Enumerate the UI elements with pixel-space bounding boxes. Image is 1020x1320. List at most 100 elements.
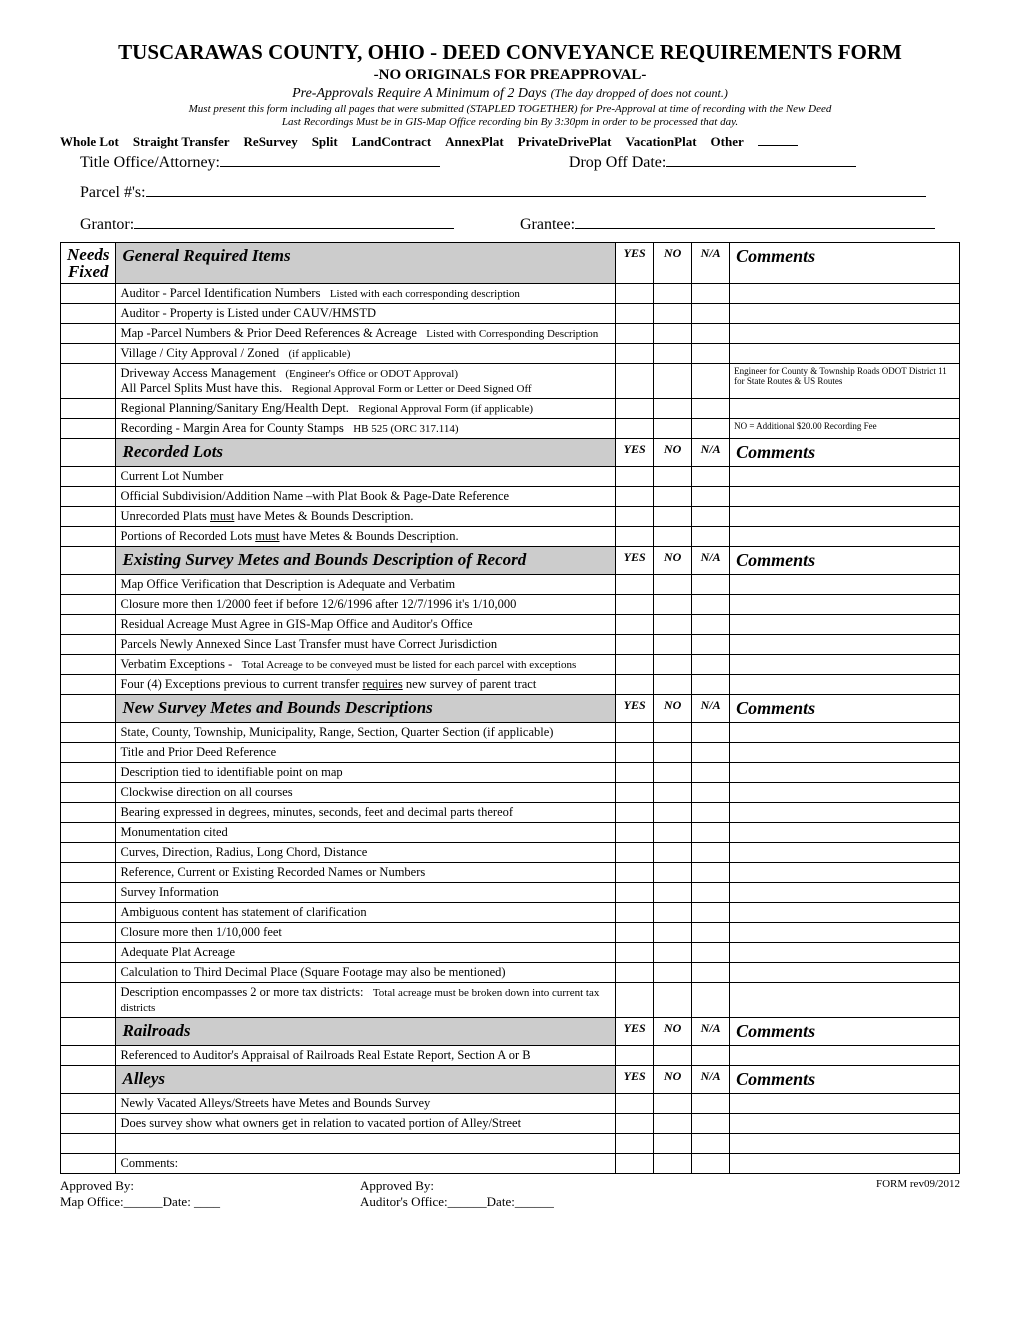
na-cell[interactable] bbox=[692, 364, 730, 399]
comments-cell[interactable] bbox=[730, 1114, 960, 1134]
yes-cell[interactable] bbox=[616, 943, 654, 963]
needs-fixed-cell[interactable] bbox=[61, 903, 116, 923]
comments-cell[interactable] bbox=[730, 843, 960, 863]
dropoff-input[interactable] bbox=[666, 166, 856, 167]
parcel-input[interactable] bbox=[146, 196, 926, 197]
comments-cell[interactable] bbox=[730, 399, 960, 419]
na-cell[interactable] bbox=[692, 763, 730, 783]
comments-cell[interactable] bbox=[730, 983, 960, 1018]
na-cell[interactable] bbox=[692, 419, 730, 439]
needs-fixed-cell[interactable] bbox=[61, 823, 116, 843]
yes-cell[interactable] bbox=[616, 903, 654, 923]
yes-cell[interactable] bbox=[616, 1114, 654, 1134]
comments-cell[interactable] bbox=[730, 635, 960, 655]
yes-cell[interactable] bbox=[616, 467, 654, 487]
na-cell[interactable] bbox=[692, 923, 730, 943]
needs-fixed-cell[interactable] bbox=[61, 575, 116, 595]
auditor-office-sig[interactable]: Auditor's Office:______Date:______ bbox=[360, 1194, 660, 1210]
na-cell[interactable] bbox=[692, 903, 730, 923]
comments-cell[interactable]: NO = Additional $20.00 Recording Fee bbox=[730, 419, 960, 439]
comments-cell[interactable] bbox=[730, 783, 960, 803]
yes-cell[interactable] bbox=[616, 344, 654, 364]
needs-fixed-cell[interactable] bbox=[61, 595, 116, 615]
na-cell[interactable] bbox=[692, 1114, 730, 1134]
comments-cell[interactable] bbox=[730, 823, 960, 843]
comments-cell[interactable] bbox=[730, 344, 960, 364]
no-cell[interactable] bbox=[654, 1114, 692, 1134]
na-cell[interactable] bbox=[692, 675, 730, 695]
na-cell[interactable] bbox=[692, 783, 730, 803]
no-cell[interactable] bbox=[654, 783, 692, 803]
needs-fixed-cell[interactable] bbox=[61, 675, 116, 695]
needs-fixed-cell[interactable] bbox=[61, 1094, 116, 1114]
yes-cell[interactable] bbox=[616, 843, 654, 863]
no-cell[interactable] bbox=[654, 635, 692, 655]
yes-cell[interactable] bbox=[616, 595, 654, 615]
no-cell[interactable] bbox=[654, 983, 692, 1018]
type-option[interactable]: AnnexPlat bbox=[445, 134, 504, 149]
needs-fixed-cell[interactable] bbox=[61, 803, 116, 823]
comments-cell[interactable] bbox=[730, 507, 960, 527]
comments-cell[interactable] bbox=[730, 467, 960, 487]
comments-cell[interactable]: Engineer for County & Township Roads ODO… bbox=[730, 364, 960, 399]
yes-cell[interactable] bbox=[616, 615, 654, 635]
no-cell[interactable] bbox=[654, 527, 692, 547]
needs-fixed-cell[interactable] bbox=[61, 655, 116, 675]
needs-fixed-cell[interactable] bbox=[61, 723, 116, 743]
na-cell[interactable] bbox=[692, 803, 730, 823]
yes-cell[interactable] bbox=[616, 983, 654, 1018]
na-cell[interactable] bbox=[692, 743, 730, 763]
comments-cell[interactable] bbox=[730, 863, 960, 883]
grantor-input[interactable] bbox=[134, 228, 454, 229]
no-cell[interactable] bbox=[654, 575, 692, 595]
title-office-input[interactable] bbox=[220, 166, 440, 167]
grantee-input[interactable] bbox=[575, 228, 935, 229]
comments-cell[interactable] bbox=[730, 615, 960, 635]
na-cell[interactable] bbox=[692, 1046, 730, 1066]
comments-cell[interactable] bbox=[730, 284, 960, 304]
needs-fixed-cell[interactable] bbox=[61, 419, 116, 439]
no-cell[interactable] bbox=[654, 803, 692, 823]
needs-fixed-cell[interactable] bbox=[61, 883, 116, 903]
no-cell[interactable] bbox=[654, 615, 692, 635]
no-cell[interactable] bbox=[654, 863, 692, 883]
comments-cell[interactable] bbox=[730, 595, 960, 615]
type-option[interactable]: Whole Lot bbox=[60, 134, 119, 149]
na-cell[interactable] bbox=[692, 823, 730, 843]
comments-cell[interactable] bbox=[730, 1046, 960, 1066]
needs-fixed-cell[interactable] bbox=[61, 467, 116, 487]
yes-cell[interactable] bbox=[616, 507, 654, 527]
yes-cell[interactable] bbox=[616, 863, 654, 883]
no-cell[interactable] bbox=[654, 467, 692, 487]
na-cell[interactable] bbox=[692, 507, 730, 527]
needs-fixed-cell[interactable] bbox=[61, 963, 116, 983]
na-cell[interactable] bbox=[692, 843, 730, 863]
no-cell[interactable] bbox=[654, 364, 692, 399]
type-option[interactable]: Straight Transfer bbox=[133, 134, 230, 149]
comments-cell[interactable] bbox=[730, 923, 960, 943]
type-option[interactable]: VacationPlat bbox=[626, 134, 697, 149]
needs-fixed-cell[interactable] bbox=[61, 324, 116, 344]
comments-cell[interactable] bbox=[730, 675, 960, 695]
no-cell[interactable] bbox=[654, 487, 692, 507]
na-cell[interactable] bbox=[692, 983, 730, 1018]
comments-cell[interactable] bbox=[730, 943, 960, 963]
yes-cell[interactable] bbox=[616, 304, 654, 324]
na-cell[interactable] bbox=[692, 863, 730, 883]
yes-cell[interactable] bbox=[616, 487, 654, 507]
type-option[interactable]: ReSurvey bbox=[244, 134, 298, 149]
na-cell[interactable] bbox=[692, 615, 730, 635]
yes-cell[interactable] bbox=[616, 324, 654, 344]
no-cell[interactable] bbox=[654, 1094, 692, 1114]
na-cell[interactable] bbox=[692, 1094, 730, 1114]
needs-fixed-cell[interactable] bbox=[61, 399, 116, 419]
no-cell[interactable] bbox=[654, 419, 692, 439]
needs-fixed-cell[interactable] bbox=[61, 284, 116, 304]
yes-cell[interactable] bbox=[616, 419, 654, 439]
na-cell[interactable] bbox=[692, 943, 730, 963]
type-option[interactable]: Split bbox=[312, 134, 338, 149]
comments-cell[interactable] bbox=[730, 963, 960, 983]
yes-cell[interactable] bbox=[616, 723, 654, 743]
no-cell[interactable] bbox=[654, 1046, 692, 1066]
needs-fixed-cell[interactable] bbox=[61, 304, 116, 324]
